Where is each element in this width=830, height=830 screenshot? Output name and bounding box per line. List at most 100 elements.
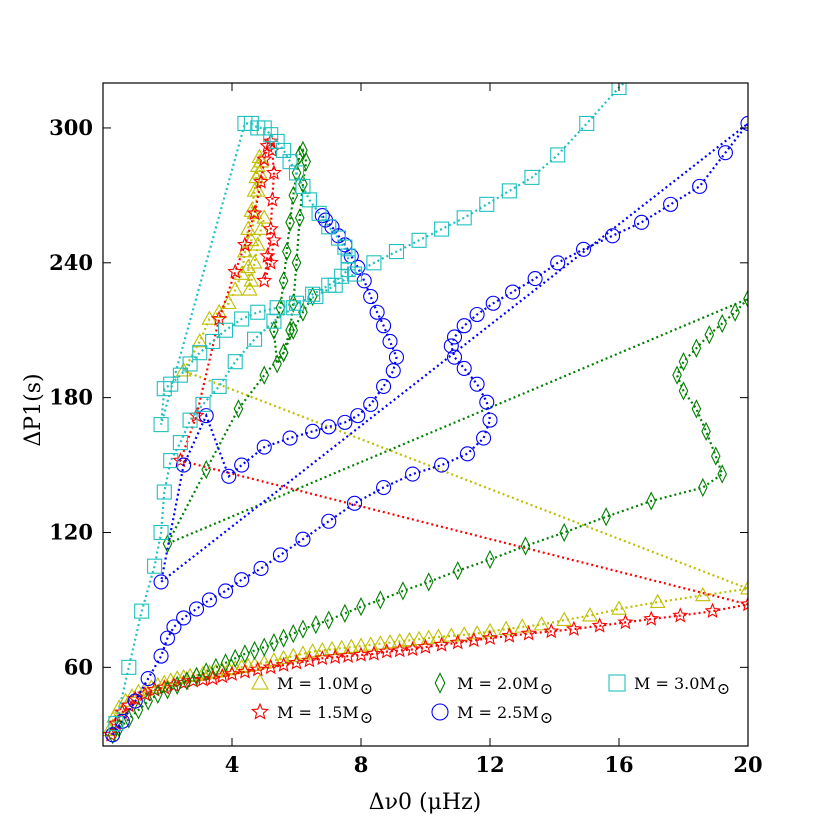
data-point-square — [282, 154, 298, 170]
data-point-diamond — [233, 399, 244, 419]
x-tick-label: 4 — [225, 752, 240, 777]
data-point-diamond — [559, 522, 569, 543]
data-point-star — [288, 654, 305, 670]
y-tick-label: 120 — [49, 519, 93, 544]
data-point-triangle — [314, 642, 331, 657]
data-point-square — [156, 484, 172, 500]
data-point-triangle — [227, 281, 244, 296]
data-point-star — [301, 652, 318, 668]
data-point-diamond — [298, 619, 308, 639]
data-point-circle — [456, 318, 472, 334]
series-star — [103, 132, 748, 742]
ticks-layer: 4 8 12 16 20 60 120 180 240 300 — [49, 83, 763, 777]
data-point-star — [465, 631, 482, 648]
sun-symbol: ⊙ — [717, 679, 730, 698]
data-point-diamond — [710, 446, 721, 466]
legend-item: M = 3.0M ⊙ — [608, 674, 730, 698]
series-line — [111, 122, 748, 736]
data-point-circle — [692, 178, 708, 194]
data-point-circle — [153, 574, 169, 590]
data-point-circle — [166, 619, 182, 635]
data-point-diamond — [678, 381, 689, 401]
data-point-triangle — [611, 600, 627, 615]
data-point-circle — [443, 338, 459, 354]
data-point-circle — [482, 412, 498, 428]
data-point-diamond — [340, 603, 350, 624]
data-point-circle — [634, 214, 650, 230]
data-point-diamond — [730, 302, 740, 322]
series-line — [110, 138, 748, 736]
sun-symbol: ⊙ — [540, 708, 553, 727]
data-point-square — [172, 367, 188, 383]
data-point-star — [236, 236, 253, 252]
data-point-square — [205, 333, 221, 350]
data-point-circle — [505, 284, 521, 300]
data-point-triangle — [253, 153, 269, 168]
data-point-diamond — [133, 700, 144, 720]
data-point-diamond — [107, 725, 118, 745]
data-point-circle — [321, 419, 337, 435]
data-point-circle — [663, 196, 679, 212]
data-point-square — [163, 453, 179, 469]
data-point-triangle — [243, 272, 260, 287]
data-point-circle — [459, 446, 475, 462]
data-point-triangle — [582, 607, 598, 622]
data-point-square — [641, 54, 655, 68]
data-point-square — [479, 196, 495, 212]
data-point-diamond — [123, 709, 134, 729]
data-point-square — [524, 169, 540, 185]
data-point-star — [259, 247, 276, 263]
data-point-diamond — [269, 632, 279, 653]
data-point-diamond — [201, 459, 212, 480]
data-point-square — [134, 603, 150, 619]
data-point-diamond — [282, 241, 292, 262]
data-point-square — [285, 300, 301, 316]
data-point-diamond — [423, 572, 434, 592]
data-point-square — [346, 266, 363, 282]
data-point-star — [391, 642, 408, 658]
legend-item: M = 2.5M ⊙ — [431, 703, 553, 727]
data-point-diamond — [172, 675, 182, 695]
data-point-square — [237, 115, 253, 132]
data-point-diamond — [743, 289, 748, 309]
data-point-star — [223, 665, 241, 681]
data-point-square — [305, 286, 321, 302]
data-point-star — [643, 610, 660, 626]
data-point-diamond — [249, 640, 260, 661]
data-point-triangle — [241, 281, 258, 296]
x-tick-label: 8 — [354, 752, 369, 777]
legend-marker-triangle — [251, 673, 269, 690]
data-point-diamond — [398, 581, 408, 601]
data-point-circle — [385, 363, 401, 379]
data-point-triangle — [246, 204, 263, 220]
data-point-triangle — [207, 663, 224, 678]
data-point-star — [433, 636, 450, 652]
data-point-triangle — [265, 652, 282, 667]
data-point-triangle — [391, 633, 408, 648]
data-point-circle — [253, 560, 269, 577]
legend-label: M = 1.0M — [277, 674, 359, 693]
data-point-star — [262, 220, 279, 236]
data-point-star — [211, 310, 228, 326]
data-point-diamond — [601, 507, 611, 527]
data-point-triangle — [498, 620, 515, 635]
data-point-circle — [376, 318, 392, 334]
data-point-diamond — [678, 352, 689, 372]
data-point-triangle — [420, 629, 437, 644]
data-point-diamond — [698, 477, 708, 498]
data-point-circle — [446, 349, 463, 365]
data-point-circle — [475, 430, 492, 446]
data-point-circle — [434, 457, 450, 473]
data-point-diamond — [704, 325, 715, 345]
data-point-square — [550, 147, 566, 163]
sun-symbol: ⊙ — [360, 679, 373, 698]
data-point-square — [153, 524, 169, 541]
data-point-diamond — [691, 399, 702, 419]
data-point-square — [269, 300, 285, 316]
data-point-square — [218, 322, 234, 338]
series-layer — [103, 54, 748, 745]
data-point-diamond — [162, 534, 173, 554]
data-point-diamond — [143, 691, 153, 711]
data-point-star — [264, 191, 281, 207]
